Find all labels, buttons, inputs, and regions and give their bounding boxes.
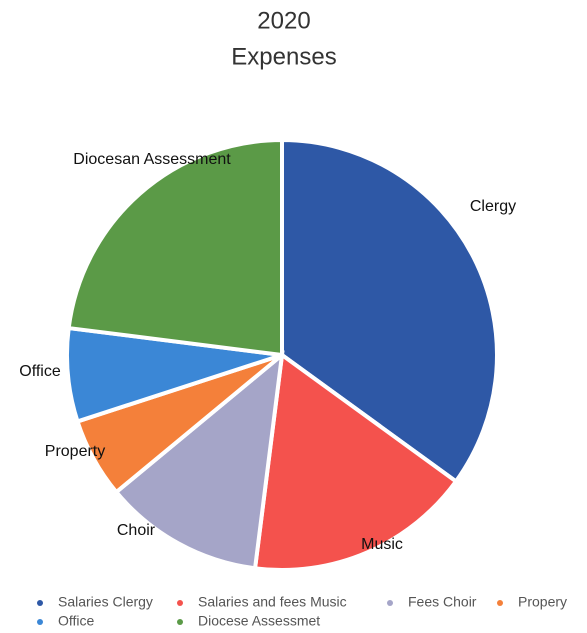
- slice-label: Property: [45, 443, 105, 460]
- legend-label: Diocese Assessmet: [198, 613, 320, 629]
- legend-label: Office: [58, 613, 95, 629]
- legend-label: Salaries Clergy: [58, 594, 153, 610]
- slice-label: Choir: [117, 522, 156, 539]
- pie-slice: [280, 137, 499, 485]
- legend-label: Salaries and fees Music: [198, 594, 347, 610]
- chart-title: 2020: [257, 7, 310, 34]
- slice-label: Office: [19, 363, 61, 380]
- pie-slice: [66, 137, 284, 358]
- pie-slice: [252, 351, 459, 572]
- slice-label: Clergy: [470, 198, 516, 215]
- chart-subtitle: Expenses: [231, 43, 336, 70]
- pie-slice: [113, 350, 285, 571]
- legend-marker: [37, 600, 43, 606]
- legend-marker: [37, 619, 43, 625]
- legend-marker: [177, 600, 183, 606]
- legend-marker: [177, 619, 183, 625]
- legend-marker: [387, 600, 393, 606]
- slice-label: Music: [361, 536, 403, 553]
- slice-label: Diocesan Assessment: [73, 151, 231, 168]
- legend-label: Fees Choir: [408, 594, 477, 610]
- legend-label: Propery: [518, 594, 567, 610]
- legend-marker: [497, 600, 503, 606]
